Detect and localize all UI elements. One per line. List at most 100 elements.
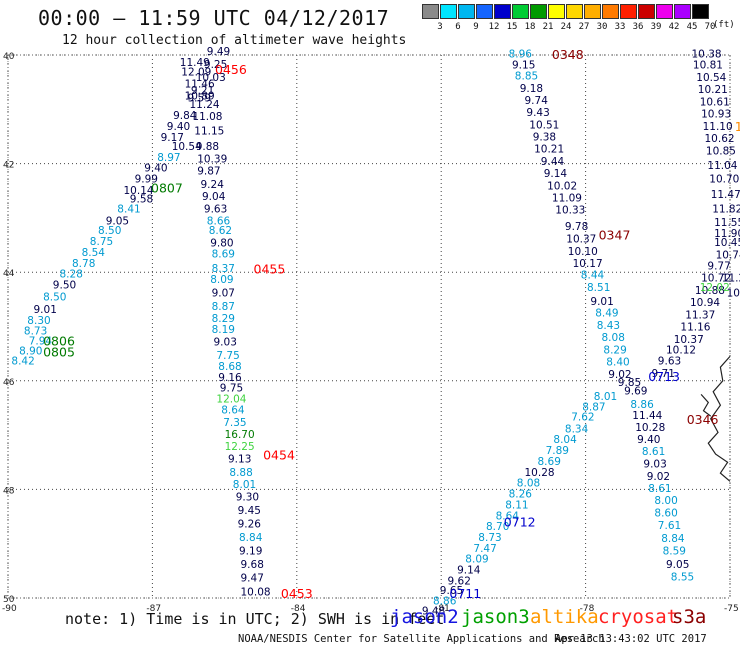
wave-height-value: 10.17 xyxy=(573,258,603,270)
scale-swatch xyxy=(512,4,529,19)
wave-height-value: 10.45 xyxy=(714,237,740,249)
wave-height-value: 10.72 xyxy=(701,272,731,284)
wave-height-value: 9.02 xyxy=(647,471,670,483)
wave-height-value: 10.08 xyxy=(241,586,271,598)
wave-height-value: 10.03 xyxy=(196,72,226,84)
wave-height-value: 9.14 xyxy=(544,168,568,180)
wave-height-value: 12.25 xyxy=(225,441,255,453)
wave-height-value: 9.05 xyxy=(106,215,129,227)
wave-height-value: 8.97 xyxy=(157,152,180,164)
wave-height-value: 9.30 xyxy=(236,491,259,503)
wave-height-value: 8.09 xyxy=(465,554,488,566)
wave-height-value: 10.21 xyxy=(698,84,728,96)
map-frame xyxy=(7,54,731,599)
wave-height-value: 9.62 xyxy=(448,575,471,587)
wave-height-value: 8.60 xyxy=(654,508,677,520)
wave-height-value: 8.00 xyxy=(654,495,677,507)
pass-time-label: 0347 xyxy=(599,228,631,243)
wave-height-value: 9.47 xyxy=(241,573,264,585)
lon-label: -90 xyxy=(2,604,17,614)
wave-height-value: 12.09 xyxy=(181,67,211,79)
wave-height-value: 9.18 xyxy=(520,83,543,95)
scale-swatch xyxy=(584,4,601,19)
wave-height-value: 8.85 xyxy=(515,70,538,82)
wave-height-value: 11.55 xyxy=(714,217,740,229)
wave-height-value: 8.69 xyxy=(212,249,235,261)
wave-height-value: 8.84 xyxy=(239,532,263,544)
legend-cryosat: cryosat xyxy=(598,606,679,628)
wave-height-value: 10.62 xyxy=(705,133,735,145)
wave-height-value: 9.49 xyxy=(207,46,230,58)
lon-label: -75 xyxy=(724,604,739,614)
wave-height-value: 10.93 xyxy=(701,108,731,120)
wave-height-value: 9.40 xyxy=(167,121,190,133)
wave-height-value: 9.87 xyxy=(197,166,220,178)
wave-height-value: 8.90 xyxy=(19,346,42,358)
lat-label: 42 xyxy=(3,161,14,171)
wave-height-value: 8.37 xyxy=(212,263,235,275)
scale-label: 21 xyxy=(542,22,554,32)
wave-height-value: 9.59 xyxy=(188,93,211,105)
wave-height-value: 8.08 xyxy=(517,478,540,490)
scale-label: 12 xyxy=(488,22,500,32)
island-coastline xyxy=(700,394,712,417)
wave-height-value: 7.61 xyxy=(658,520,681,532)
wave-height-value: 10.10 xyxy=(568,246,598,258)
wave-height-value: 8.88 xyxy=(229,467,252,479)
pass-time-label: 0712 xyxy=(504,514,536,529)
scale-swatch xyxy=(548,4,565,19)
wave-height-value: 10.89 xyxy=(185,91,215,103)
wave-height-value: 8.61 xyxy=(642,446,665,458)
wave-height-value: 9.05 xyxy=(666,559,689,571)
wave-height-value: 10.02 xyxy=(547,181,577,193)
pass-time-label: 0711 xyxy=(449,586,481,601)
wave-height-value: 8.59 xyxy=(663,546,686,558)
lon-label: -84 xyxy=(291,604,306,614)
footnote: note: 1) Time is in UTC; 2) SWH is in fe… xyxy=(65,610,445,628)
wave-height-value: 11.08 xyxy=(192,111,222,123)
wave-height-value: 8.04 xyxy=(553,434,577,446)
wave-height-value: 9.07 xyxy=(212,288,235,300)
wave-height-value: 10.28 xyxy=(635,422,665,434)
wave-height-value: 11.04 xyxy=(707,160,737,172)
scale-label: 36 xyxy=(632,22,644,32)
wave-height-value: 8.40 xyxy=(606,357,629,369)
wave-height-value: 8.01 xyxy=(594,391,617,403)
scale-swatch xyxy=(692,4,709,19)
wave-height-value: 8.73 xyxy=(24,326,47,338)
wave-height-value: 11.16 xyxy=(680,321,710,333)
wave-height-value: 8.51 xyxy=(587,282,610,294)
wave-height-value: 11.46 xyxy=(185,79,215,91)
wave-height-value: 9.48 xyxy=(422,605,445,617)
wave-height-value: 9.02 xyxy=(608,369,631,381)
pass-time-label: 0454 xyxy=(263,448,295,463)
wave-height-value: 8.61 xyxy=(648,483,671,495)
wave-height-value: 10.74 xyxy=(716,250,740,262)
wave-height-value: 10.54 xyxy=(696,72,726,84)
wave-height-value: 12.02 xyxy=(700,282,730,294)
wave-height-value: 10.14 xyxy=(124,185,154,197)
wave-height-value: 9.03 xyxy=(214,337,237,349)
wave-height-value: 8.09 xyxy=(210,274,233,286)
wave-height-value: 9.40 xyxy=(144,163,167,175)
pass-time-label: 0453 xyxy=(281,586,313,601)
scale-label: 15 xyxy=(506,22,518,32)
lat-label: 50 xyxy=(3,595,15,605)
wave-height-value: 8.86 xyxy=(630,399,654,411)
scale-swatch xyxy=(476,4,493,19)
wave-height-value: 10.51 xyxy=(529,119,559,131)
lat-label: 40 xyxy=(3,52,15,62)
wave-height-value: 9.01 xyxy=(590,296,613,308)
scale-label: 42 xyxy=(668,22,680,32)
wave-height-value: 9.15 xyxy=(512,60,535,72)
scale-label: 45 xyxy=(686,22,698,32)
wave-height-value: 10.38 xyxy=(692,49,722,61)
wave-height-value: 8.84 xyxy=(661,533,685,545)
page-title: 00:00 — 11:59 UTC 04/12/2017 xyxy=(38,6,390,30)
wave-height-value: 10.85 xyxy=(706,145,736,157)
wave-height-value: 10.94 xyxy=(690,297,720,309)
wave-height-value: 8.54 xyxy=(82,247,106,259)
scale-swatch xyxy=(620,4,637,19)
scale-swatch xyxy=(602,4,619,19)
